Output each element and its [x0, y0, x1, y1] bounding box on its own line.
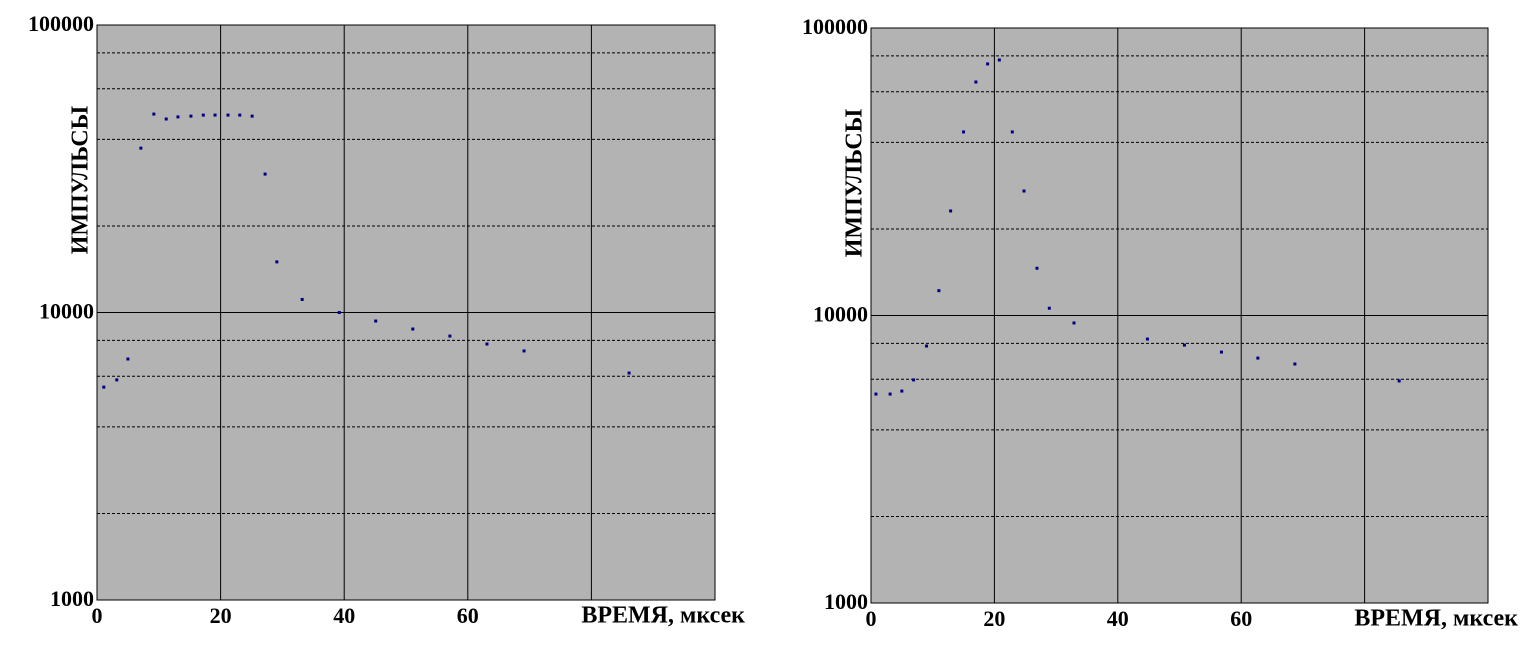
point: [1219, 350, 1223, 354]
point: [238, 113, 242, 117]
point: [1022, 189, 1026, 193]
x-tick-label: 0: [92, 603, 103, 628]
point: [337, 311, 341, 314]
point: [522, 349, 526, 353]
x-tick-label: 20: [210, 603, 232, 628]
point: [1072, 321, 1076, 325]
point: [986, 62, 990, 66]
point: [937, 289, 941, 293]
point: [115, 378, 119, 382]
x-tick-label: 40: [333, 603, 355, 628]
point: [448, 334, 452, 338]
point: [1293, 362, 1297, 366]
point: [1035, 266, 1039, 270]
y-tick-label: 10000: [39, 299, 94, 324]
point: [250, 114, 254, 118]
point: [374, 319, 378, 323]
point: [1256, 356, 1260, 360]
y-tick-label: 100000: [802, 14, 868, 39]
point: [912, 378, 916, 382]
point: [300, 297, 304, 301]
point: [1145, 337, 1149, 341]
point: [152, 112, 156, 116]
y-tick-label: 10000: [813, 302, 868, 327]
point: [925, 344, 929, 348]
y-tick-label: 100000: [28, 11, 94, 36]
x-tick-label: 0: [866, 606, 877, 631]
y-tick-label: 1000: [824, 589, 868, 614]
point: [962, 130, 966, 134]
x-tick-label: 20: [983, 606, 1005, 631]
point: [997, 58, 1001, 62]
point: [164, 117, 168, 121]
point: [176, 115, 180, 119]
point: [102, 385, 106, 389]
plot-border: [96, 24, 716, 601]
point: [1010, 130, 1014, 134]
point: [874, 392, 878, 396]
x-tick-label: 60: [457, 603, 479, 628]
x-axis-title: ВРЕМЯ, мксек: [1354, 606, 1518, 632]
x-tick-label: 60: [1230, 606, 1252, 631]
point: [139, 146, 143, 150]
point: [949, 209, 953, 213]
point: [1047, 306, 1051, 310]
point: [627, 371, 631, 375]
point: [126, 357, 130, 361]
x-tick-label: 40: [1107, 606, 1129, 631]
y-axis-title: ИМПУЛЬСЫ: [68, 105, 94, 254]
point: [485, 342, 489, 346]
point: [201, 113, 205, 117]
point: [189, 114, 193, 118]
point: [900, 389, 904, 393]
point: [275, 260, 279, 264]
y-axis-title: ИМПУЛЬСЫ: [842, 108, 868, 257]
point: [1397, 379, 1401, 383]
point: [411, 327, 415, 331]
point: [226, 113, 230, 117]
point: [213, 113, 217, 117]
x-axis-title: ВРЕМЯ, мксек: [581, 603, 745, 629]
plot-border: [870, 27, 1489, 604]
point: [888, 392, 892, 396]
point: [974, 80, 978, 84]
point: [263, 172, 267, 176]
point: [1182, 343, 1186, 347]
y-tick-label: 1000: [50, 586, 94, 611]
